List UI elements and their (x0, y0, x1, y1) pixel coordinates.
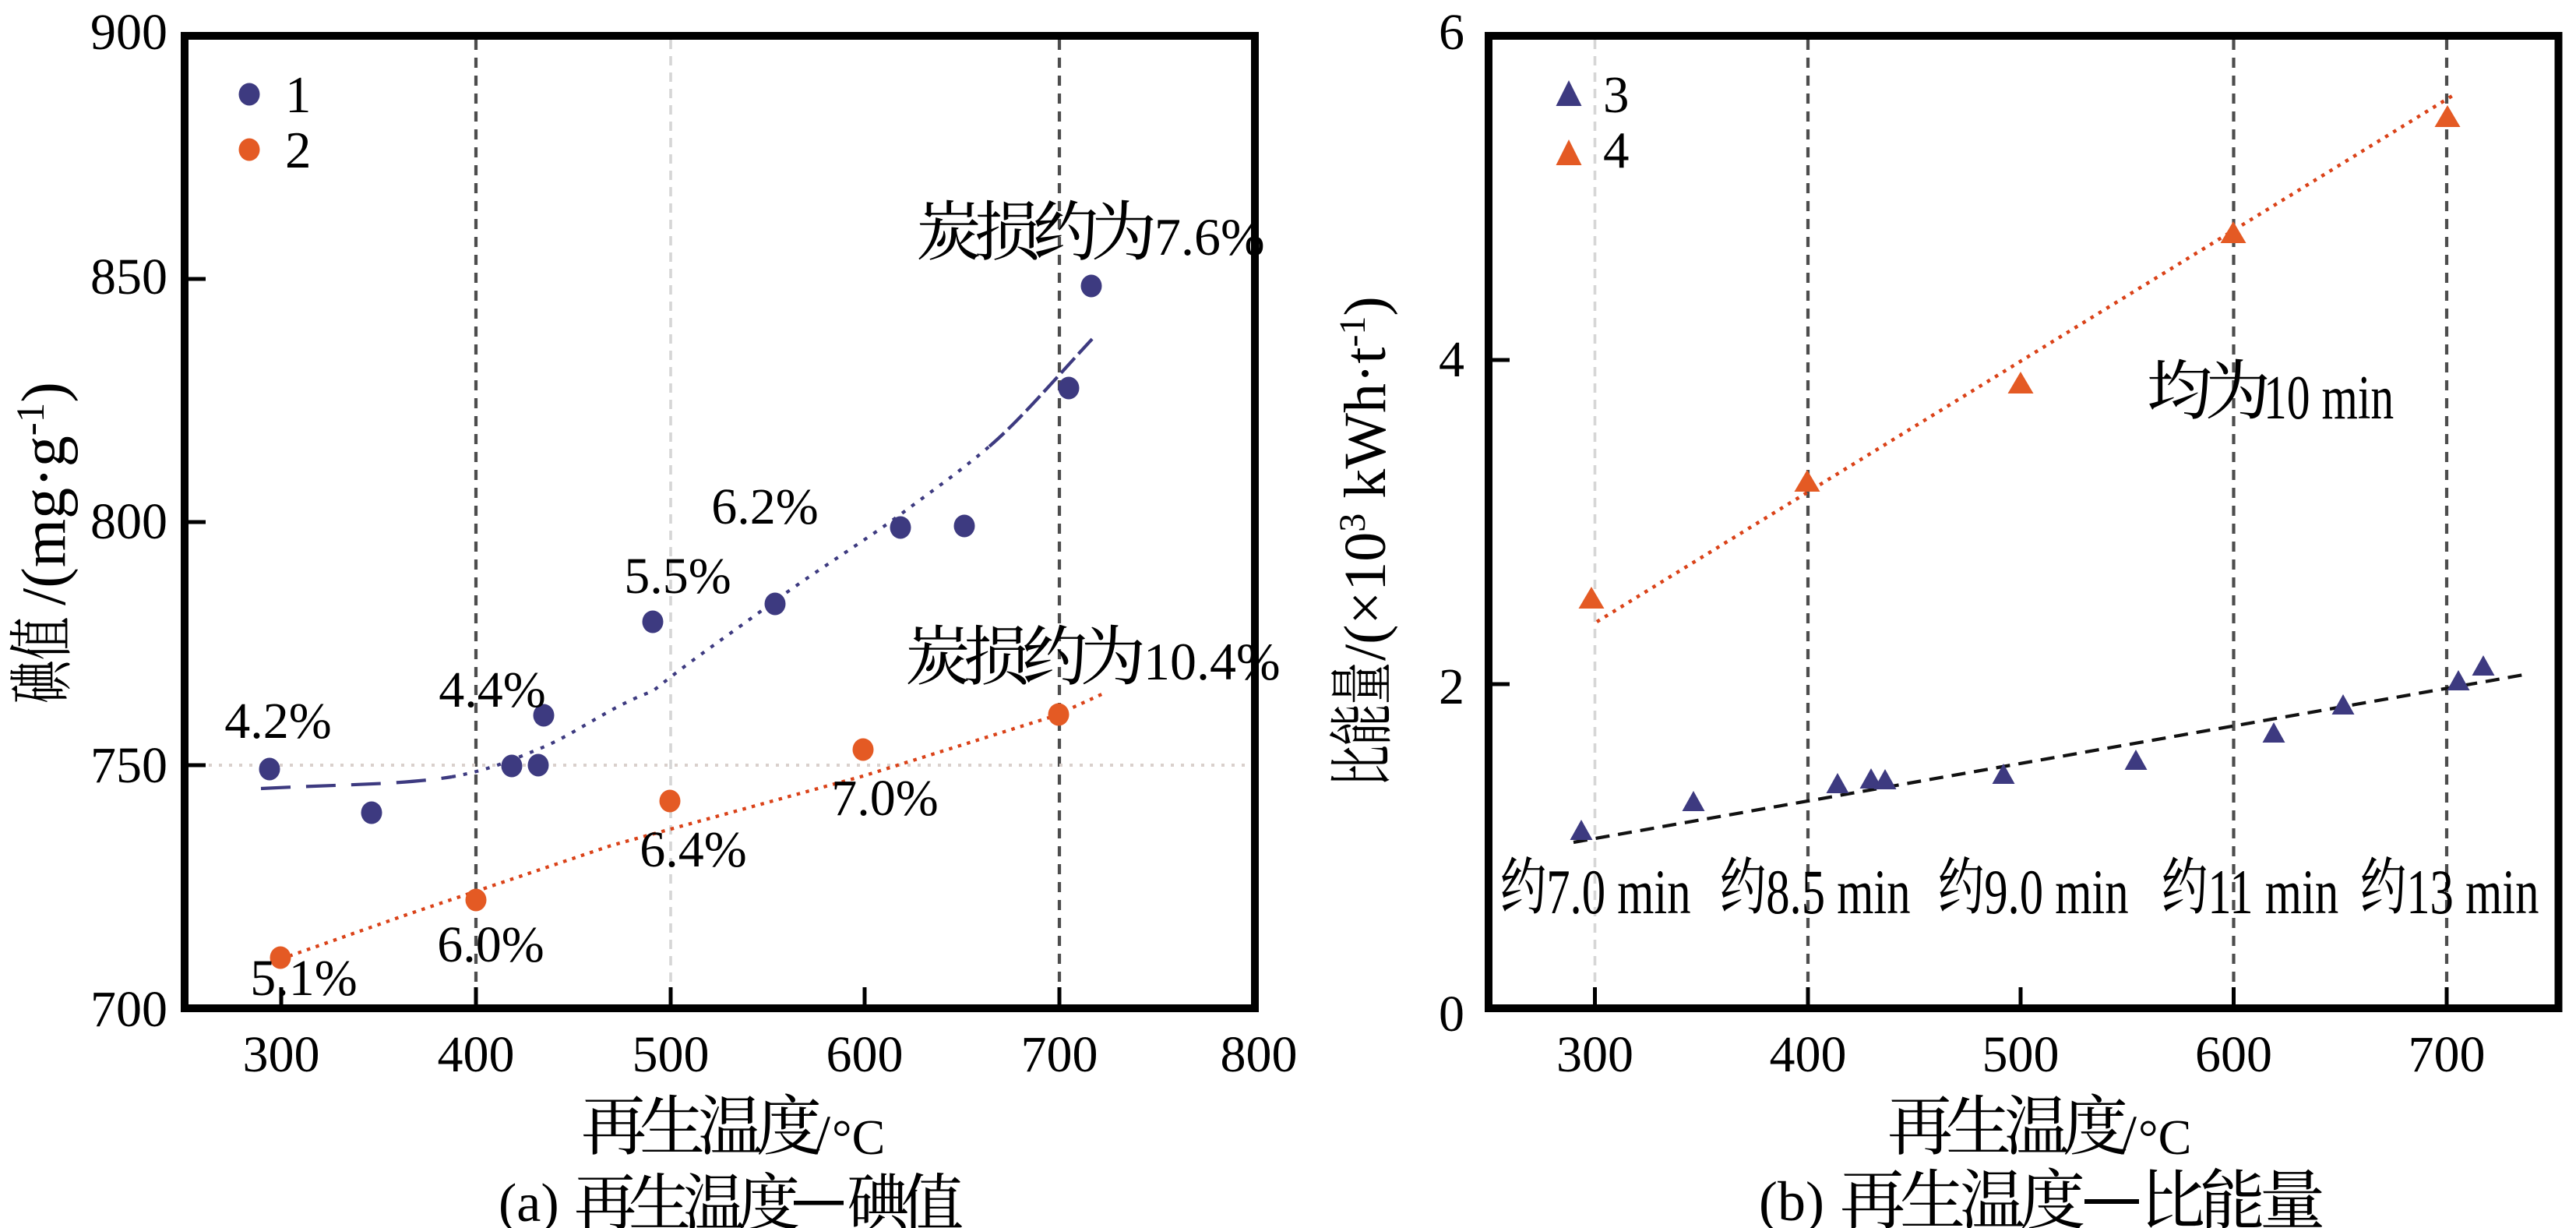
svg-text:300: 300 (243, 1026, 320, 1083)
svg-text:7.0%: 7.0% (831, 770, 938, 827)
svg-text:10.4%: 10.4% (1144, 632, 1281, 691)
svg-text:/(mg·g-1): /(mg·g-1) (9, 382, 79, 605)
svg-text:6: 6 (1439, 4, 1464, 61)
svg-text:/: / (815, 1104, 830, 1166)
svg-text:300: 300 (1556, 1026, 1633, 1083)
svg-text:500: 500 (1982, 1026, 2060, 1083)
svg-text:6.4%: 6.4% (640, 821, 746, 878)
svg-text:800: 800 (90, 493, 167, 550)
svg-text:°C: °C (832, 1110, 885, 1165)
svg-text:(b): (b) (1759, 1170, 1824, 1228)
svg-text:700: 700 (90, 981, 167, 1038)
svg-text:9.0 min: 9.0 min (1984, 856, 2128, 927)
svg-text:4.4%: 4.4% (439, 662, 545, 718)
svg-text:500: 500 (633, 1026, 710, 1083)
svg-text:700: 700 (2409, 1026, 2486, 1083)
svg-text:2: 2 (285, 122, 312, 179)
svg-text:4: 4 (1439, 331, 1464, 388)
svg-text:4: 4 (1603, 122, 1630, 179)
svg-text:10 min: 10 min (2264, 364, 2394, 432)
svg-text:8.5 min: 8.5 min (1766, 856, 1910, 927)
svg-text:/: / (2121, 1104, 2137, 1166)
svg-text:850: 850 (90, 249, 167, 305)
svg-text:4.2%: 4.2% (224, 693, 331, 750)
svg-text:13 min: 13 min (2406, 856, 2539, 927)
svg-text:900: 900 (90, 4, 167, 61)
svg-text:700: 700 (1021, 1026, 1098, 1083)
svg-text:400: 400 (438, 1026, 515, 1083)
svg-text:800: 800 (1221, 1026, 1298, 1083)
svg-text:1: 1 (285, 66, 312, 124)
svg-text:(a): (a) (499, 1173, 559, 1228)
svg-text:3: 3 (1603, 66, 1630, 124)
svg-text:600: 600 (826, 1026, 904, 1083)
svg-text:5.1%: 5.1% (250, 950, 357, 1007)
svg-text:7.0 min: 7.0 min (1546, 856, 1690, 927)
svg-text:6.2%: 6.2% (711, 478, 818, 535)
svg-text:/(×103 kWh·t-1): /(×103 kWh·t-1) (1332, 296, 1398, 661)
svg-text:5.5%: 5.5% (624, 548, 731, 605)
svg-text:0: 0 (1439, 986, 1464, 1043)
svg-text:600: 600 (2195, 1026, 2272, 1083)
svg-text:2: 2 (1439, 658, 1464, 715)
svg-text:°C: °C (2138, 1110, 2191, 1165)
svg-text:11 min: 11 min (2208, 856, 2338, 927)
svg-text:750: 750 (90, 737, 167, 794)
svg-text:7.6%: 7.6% (1154, 207, 1265, 266)
svg-text:6.0%: 6.0% (437, 916, 544, 973)
svg-text:400: 400 (1770, 1026, 1847, 1083)
